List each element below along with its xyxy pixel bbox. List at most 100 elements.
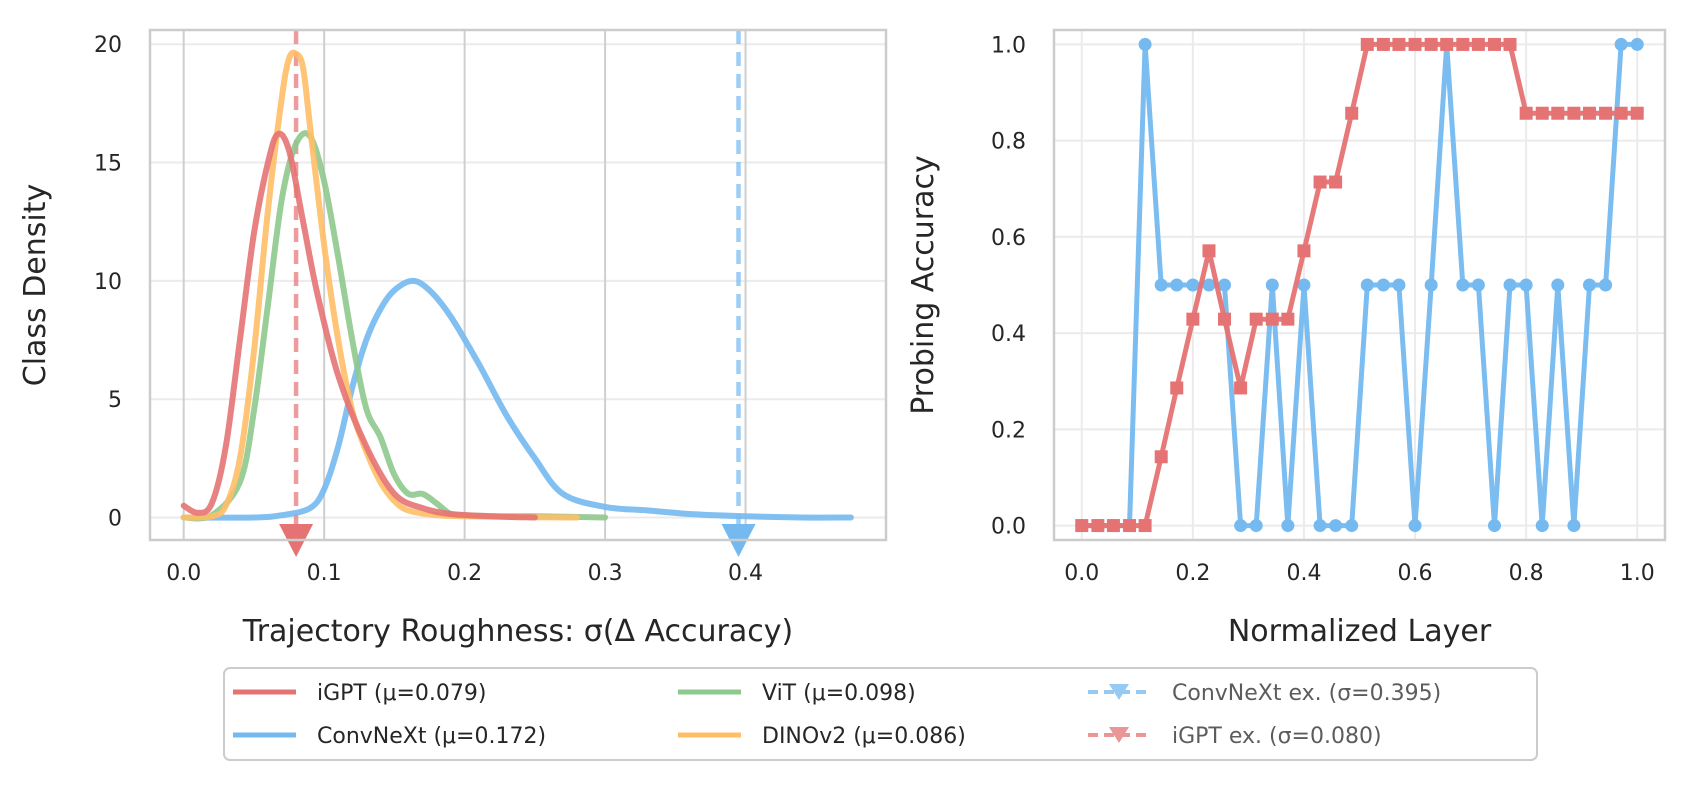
point-convnext-example [1408,519,1422,533]
point-igpt-example [1329,175,1343,189]
x-tick-label: 0.2 [1175,561,1210,586]
point-igpt-example [1249,312,1263,326]
point-igpt-example [1123,519,1137,533]
point-igpt-example [1075,519,1089,533]
point-igpt-example [1614,106,1628,120]
y-axis-label: Class Density [18,184,53,387]
legend-label-convnext-example: ConvNeXt ex. (σ=0.395) [1172,681,1441,706]
point-igpt-example [1487,37,1501,51]
legend-label-igpt: iGPT (μ=0.079) [317,681,486,706]
point-convnext-example [1234,519,1248,533]
y-tick-label: 5 [108,388,122,413]
point-convnext-example [1599,278,1613,292]
legend-label-vit: ViT (μ=0.098) [762,681,916,706]
point-igpt-example [1154,450,1168,464]
point-igpt-example [1281,312,1295,326]
y-tick-label: 20 [94,33,122,58]
x-tick-label: 0.8 [1509,561,1544,586]
y-tick-label: 0.0 [991,515,1026,540]
x-axis-label: Normalized Layer [1228,614,1492,649]
x-tick-label: 0.0 [166,561,201,586]
x-tick-label: 0.1 [307,561,342,586]
y-tick-label: 0.2 [991,418,1026,443]
x-tick-label: 0.4 [1286,561,1321,586]
point-convnext-example [1313,519,1327,533]
point-convnext-example [1582,278,1596,292]
density-curve-convnext [180,277,854,521]
point-convnext-example [1170,278,1184,292]
point-igpt-example [1091,519,1105,533]
point-igpt-example [1551,106,1565,120]
density-curve-igpt [180,130,538,521]
point-igpt-example [1582,106,1596,120]
legend-label-dinov2: DINOv2 (μ=0.086) [762,724,966,749]
point-igpt-example [1471,37,1485,51]
point-igpt-example [1360,37,1374,51]
legend-entry-convnext: ConvNeXt (μ=0.172) [233,724,546,749]
point-igpt-example [1519,106,1533,120]
point-igpt-example [1376,37,1390,51]
point-igpt-example [1440,37,1454,51]
point-igpt-example [1138,519,1152,533]
point-igpt-example [1630,106,1644,120]
point-convnext-example [1202,278,1216,292]
x-axis-label: Trajectory Roughness: σ(Δ Accuracy) [242,614,793,649]
legend-entry-dinov2: DINOv2 (μ=0.086) [678,724,966,749]
point-convnext-example [1265,278,1279,292]
point-igpt-example [1408,37,1422,51]
point-igpt-example [1186,312,1200,326]
point-convnext-example [1329,519,1343,533]
density-curve-dinov2 [180,49,580,521]
point-convnext-example [1519,278,1533,292]
point-igpt-example [1313,175,1327,189]
y-tick-label: 0.4 [991,322,1026,347]
x-tick-label: 1.0 [1620,561,1655,586]
point-convnext-example [1218,278,1232,292]
plot-frame [1052,28,1667,542]
y-tick-label: 10 [94,270,122,295]
point-igpt-example [1265,312,1279,326]
point-igpt-example [1345,106,1359,120]
y-tick-label: 0 [108,507,122,532]
point-igpt-example [1218,312,1232,326]
point-convnext-example [1424,278,1438,292]
point-igpt-example [1503,37,1517,51]
point-igpt-example [1392,37,1406,51]
point-convnext-example [1614,37,1628,51]
point-igpt-example [1424,37,1438,51]
point-convnext-example [1487,519,1501,533]
x-tick-label: 0.2 [447,561,482,586]
legend-frame [223,667,1538,761]
y-tick-label: 1.0 [991,33,1026,58]
point-convnext-example [1551,278,1565,292]
point-convnext-example [1138,37,1152,51]
legend-label-convnext: ConvNeXt (μ=0.172) [317,724,546,749]
legend-label-igpt-example: iGPT ex. (σ=0.080) [1172,724,1382,749]
point-convnext-example [1249,519,1263,533]
legend: iGPT (μ=0.079) ConvNeXt (μ=0.172) ViT (μ… [223,667,1538,761]
point-convnext-example [1456,278,1470,292]
point-convnext-example [1186,278,1200,292]
plot-frame [148,28,888,542]
y-axis-label: Probing Accuracy [906,155,941,415]
y-tick-label: 15 [94,152,122,177]
point-igpt-example [1106,519,1120,533]
y-tick-label: 0.8 [991,130,1026,155]
point-igpt-example [1202,244,1216,258]
point-convnext-example [1471,278,1485,292]
point-igpt-example [1234,381,1248,395]
point-convnext-example [1630,37,1644,51]
point-convnext-example [1567,519,1581,533]
point-convnext-example [1154,278,1168,292]
point-convnext-example [1360,278,1374,292]
y-tick-label: 0.6 [991,226,1026,251]
x-tick-label: 0.4 [728,561,763,586]
point-convnext-example [1281,519,1295,533]
plot-area [1054,30,1665,540]
point-igpt-example [1599,106,1613,120]
legend-entry-igpt-example: iGPT ex. (σ=0.080) [1088,724,1382,749]
point-convnext-example [1297,278,1311,292]
x-tick-label: 0.6 [1398,561,1433,586]
x-tick-label: 0.3 [588,561,623,586]
